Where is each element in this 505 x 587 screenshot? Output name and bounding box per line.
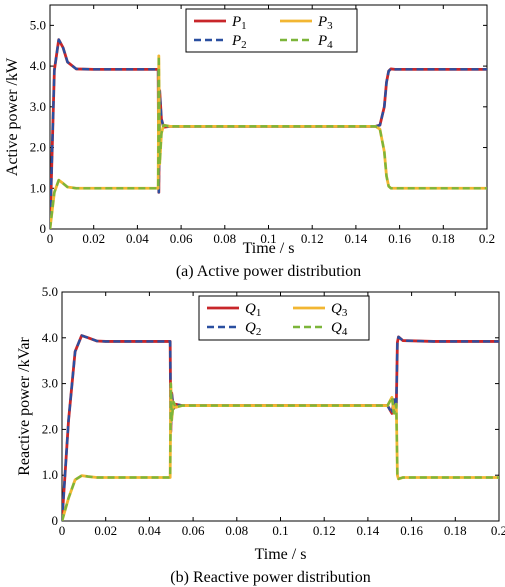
- y-tick-label: 5.0: [30, 17, 46, 32]
- y-tick-label: 2.0: [30, 140, 46, 155]
- legend-entry-p2: P2: [231, 33, 247, 51]
- y-tick-label: 1.0: [30, 180, 46, 195]
- legend-entry-q4: Q4: [331, 320, 348, 338]
- x-tick-label: 0.1: [272, 523, 288, 538]
- chart-panel-b: 0 0.02 0.04 0.06 0.08 0.1 0.12 0.14 0.16 0.18 0.2 0…: [16, 284, 505, 586]
- x-tick-label: 0.08: [225, 523, 248, 538]
- series-line-q2: [62, 334, 499, 521]
- x-tick-label: 0.2: [479, 231, 495, 246]
- chart-panel-a: 0 0.02 0.04 0.06 0.08 0.1 0.12 0.14 0.16 0.18 0.2 0…: [4, 4, 495, 280]
- y-tick-label: 2.0: [42, 421, 58, 436]
- chart-caption: (a) Active power distribution: [176, 263, 361, 280]
- y-tick-label: 4.0: [42, 330, 58, 345]
- x-tick-label: 0.14: [345, 231, 368, 246]
- y-tick-label: 5.0: [42, 284, 58, 299]
- y-tick-label: 3.0: [30, 99, 46, 114]
- y-tick-label: 1.0: [42, 467, 58, 482]
- y-tick-label: 0: [52, 513, 59, 528]
- legend-entry-p3: P3: [317, 14, 333, 32]
- legend-entry-p1: P1: [231, 14, 247, 32]
- x-tick-label: 0.12: [301, 231, 324, 246]
- series-group: [62, 334, 499, 521]
- series-group: [50, 38, 487, 229]
- x-tick-label: 0: [59, 523, 66, 538]
- x-tick-label: 0.08: [213, 231, 236, 246]
- y-tick-label: 3.0: [42, 376, 58, 391]
- x-tick-label: 0.16: [388, 231, 411, 246]
- x-tick-label: 0.1: [260, 231, 276, 246]
- x-tick-label: 0.2: [491, 523, 505, 538]
- series-line-q1: [62, 334, 499, 521]
- series-line-p1: [50, 38, 487, 229]
- legend-entry-q1: Q1: [245, 301, 261, 319]
- legend-box: [198, 295, 370, 341]
- chart-caption: (b) Reactive power distribution: [170, 569, 370, 586]
- series-line-p4: [50, 54, 487, 229]
- x-tick-label: 0.02: [82, 231, 105, 246]
- x-tick-label: 0.12: [313, 523, 336, 538]
- x-axis-label: Time / s: [255, 546, 307, 563]
- y-tick-label: 4.0: [30, 58, 46, 73]
- x-tick-label: 0.14: [357, 523, 380, 538]
- x-tick-label: 0.02: [94, 523, 117, 538]
- x-tick-label: 0.18: [432, 231, 455, 246]
- x-tick-label: 0.16: [400, 523, 423, 538]
- x-tick-label: 0.18: [444, 523, 467, 538]
- legend-entry-q2: Q2: [245, 320, 261, 338]
- series-line-q4: [62, 382, 499, 521]
- x-tick-label: 0.06: [170, 231, 193, 246]
- y-axis-label: Active power /kW: [4, 57, 21, 176]
- legend-entry-q3: Q3: [331, 301, 348, 319]
- legend-box: [185, 8, 358, 53]
- x-tick-label: 0: [47, 231, 54, 246]
- x-tick-label: 0.06: [182, 523, 205, 538]
- y-tick-label: 0: [40, 221, 47, 236]
- legend-entry-p4: P4: [317, 33, 333, 51]
- series-line-p3: [50, 54, 487, 229]
- series-line-q3: [62, 382, 499, 521]
- y-axis-label: Reactive power /kVar: [16, 337, 33, 476]
- x-axis-label: Time / s: [243, 240, 295, 257]
- x-tick-label: 0.04: [138, 523, 161, 538]
- x-tick-label: 0.04: [126, 231, 149, 246]
